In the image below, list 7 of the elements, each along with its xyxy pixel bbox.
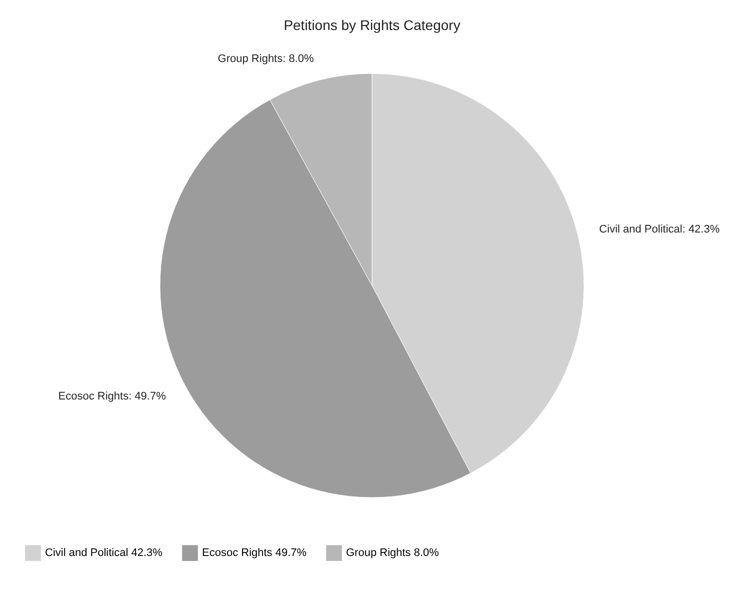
chart-title: Petitions by Rights Category <box>284 16 460 33</box>
slice-label: Ecosoc Rights: 49.7% <box>58 390 166 402</box>
legend-label: Civil and Political 42.3% <box>45 547 163 560</box>
slice-label: Civil and Political: 42.3% <box>599 223 720 236</box>
legend-label: Ecosoc Rights 49.7% <box>202 547 307 560</box>
slice-label: Group Rights: 8.0% <box>218 52 314 65</box>
legend-label: Group Rights 8.0% <box>346 547 440 560</box>
